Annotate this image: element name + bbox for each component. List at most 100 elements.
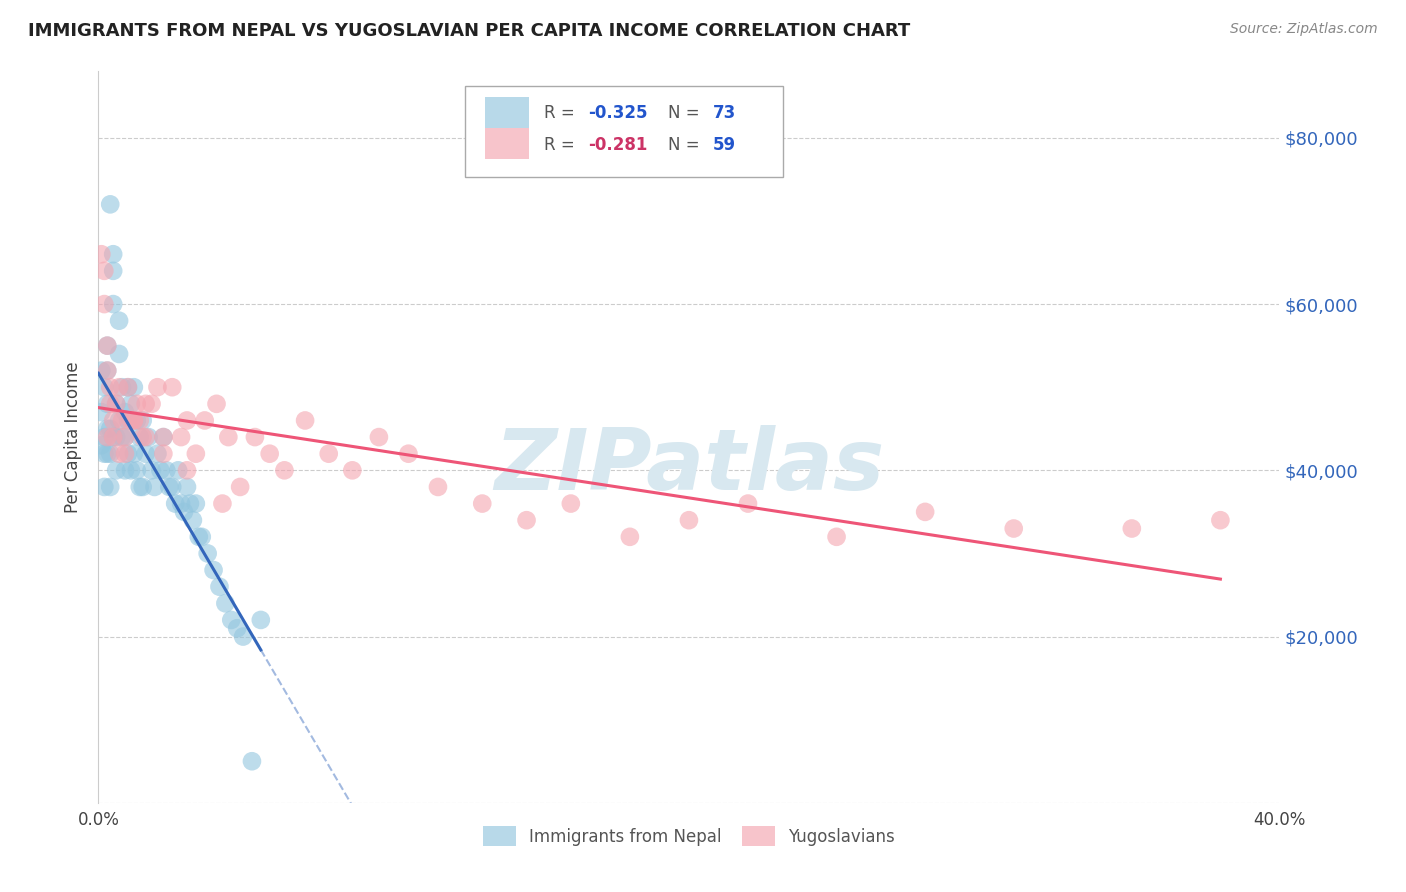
Point xyxy=(103,430,125,444)
Point xyxy=(96,363,118,377)
Point xyxy=(165,497,187,511)
Point xyxy=(162,480,183,494)
Point xyxy=(135,397,157,411)
Point xyxy=(243,430,266,444)
Point xyxy=(135,447,157,461)
Point xyxy=(914,505,936,519)
Text: N =: N = xyxy=(668,104,704,122)
Point xyxy=(114,430,136,444)
Point xyxy=(152,430,174,444)
Bar xyxy=(485,128,530,159)
Point xyxy=(737,497,759,511)
Point xyxy=(108,314,131,328)
Point xyxy=(98,447,121,461)
Point xyxy=(342,463,364,477)
Point xyxy=(98,397,121,411)
Point xyxy=(105,397,128,411)
Point xyxy=(678,513,700,527)
Point xyxy=(211,497,233,511)
Point xyxy=(214,596,236,610)
Point xyxy=(184,447,207,461)
Point xyxy=(93,447,115,461)
Bar xyxy=(485,97,530,128)
Point xyxy=(122,380,145,394)
Point xyxy=(221,613,243,627)
Text: -0.325: -0.325 xyxy=(589,104,648,122)
Point xyxy=(93,264,115,278)
Point xyxy=(187,530,209,544)
Point xyxy=(141,397,163,411)
Text: ZIPatlas: ZIPatlas xyxy=(494,425,884,508)
Text: N =: N = xyxy=(668,136,704,153)
Point xyxy=(471,497,494,511)
Point xyxy=(232,630,254,644)
Point xyxy=(368,430,391,444)
FancyBboxPatch shape xyxy=(464,86,783,178)
Point xyxy=(111,413,134,427)
Point xyxy=(179,497,201,511)
Point xyxy=(120,397,142,411)
Point xyxy=(105,397,128,411)
Point xyxy=(157,480,180,494)
Point xyxy=(176,480,198,494)
Point xyxy=(152,447,174,461)
Point xyxy=(96,397,118,411)
Point xyxy=(149,463,172,477)
Point xyxy=(96,338,118,352)
Point xyxy=(294,413,316,427)
Point xyxy=(98,197,121,211)
Point xyxy=(229,480,252,494)
Point xyxy=(125,463,148,477)
Point xyxy=(427,480,450,494)
Point xyxy=(1121,521,1143,535)
Point xyxy=(146,380,169,394)
Point xyxy=(202,563,225,577)
Point xyxy=(93,430,115,444)
Point xyxy=(152,430,174,444)
Text: -0.281: -0.281 xyxy=(589,136,648,153)
Point xyxy=(516,513,538,527)
Point xyxy=(141,463,163,477)
Point xyxy=(273,463,295,477)
Point xyxy=(191,530,214,544)
Point xyxy=(128,430,150,444)
Point xyxy=(98,422,121,436)
Point xyxy=(560,497,582,511)
Point xyxy=(108,347,131,361)
Point xyxy=(128,413,150,427)
Point xyxy=(122,447,145,461)
Point xyxy=(105,430,128,444)
Point xyxy=(173,505,195,519)
Point xyxy=(259,447,281,461)
Point xyxy=(103,264,125,278)
Point xyxy=(114,405,136,419)
Point xyxy=(128,480,150,494)
Point xyxy=(194,413,217,427)
Y-axis label: Per Capita Income: Per Capita Income xyxy=(65,361,83,513)
Point xyxy=(143,480,166,494)
Point xyxy=(120,413,142,427)
Point xyxy=(117,413,139,427)
Point xyxy=(114,430,136,444)
Point xyxy=(93,480,115,494)
Text: IMMIGRANTS FROM NEPAL VS YUGOSLAVIAN PER CAPITA INCOME CORRELATION CHART: IMMIGRANTS FROM NEPAL VS YUGOSLAVIAN PER… xyxy=(28,22,910,40)
Point xyxy=(103,297,125,311)
Legend: Immigrants from Nepal, Yugoslavians: Immigrants from Nepal, Yugoslavians xyxy=(482,826,896,846)
Point xyxy=(117,380,139,394)
Text: 59: 59 xyxy=(713,136,735,153)
Point xyxy=(132,480,155,494)
Point xyxy=(226,621,249,635)
Point xyxy=(120,463,142,477)
Point xyxy=(108,447,131,461)
Point xyxy=(125,413,148,427)
Point xyxy=(197,546,219,560)
Point xyxy=(318,447,340,461)
Point xyxy=(176,463,198,477)
Point xyxy=(135,430,157,444)
Point xyxy=(105,463,128,477)
Point xyxy=(103,413,125,427)
Point xyxy=(176,413,198,427)
Point xyxy=(181,513,204,527)
Text: R =: R = xyxy=(544,104,579,122)
Text: Source: ZipAtlas.com: Source: ZipAtlas.com xyxy=(1230,22,1378,37)
